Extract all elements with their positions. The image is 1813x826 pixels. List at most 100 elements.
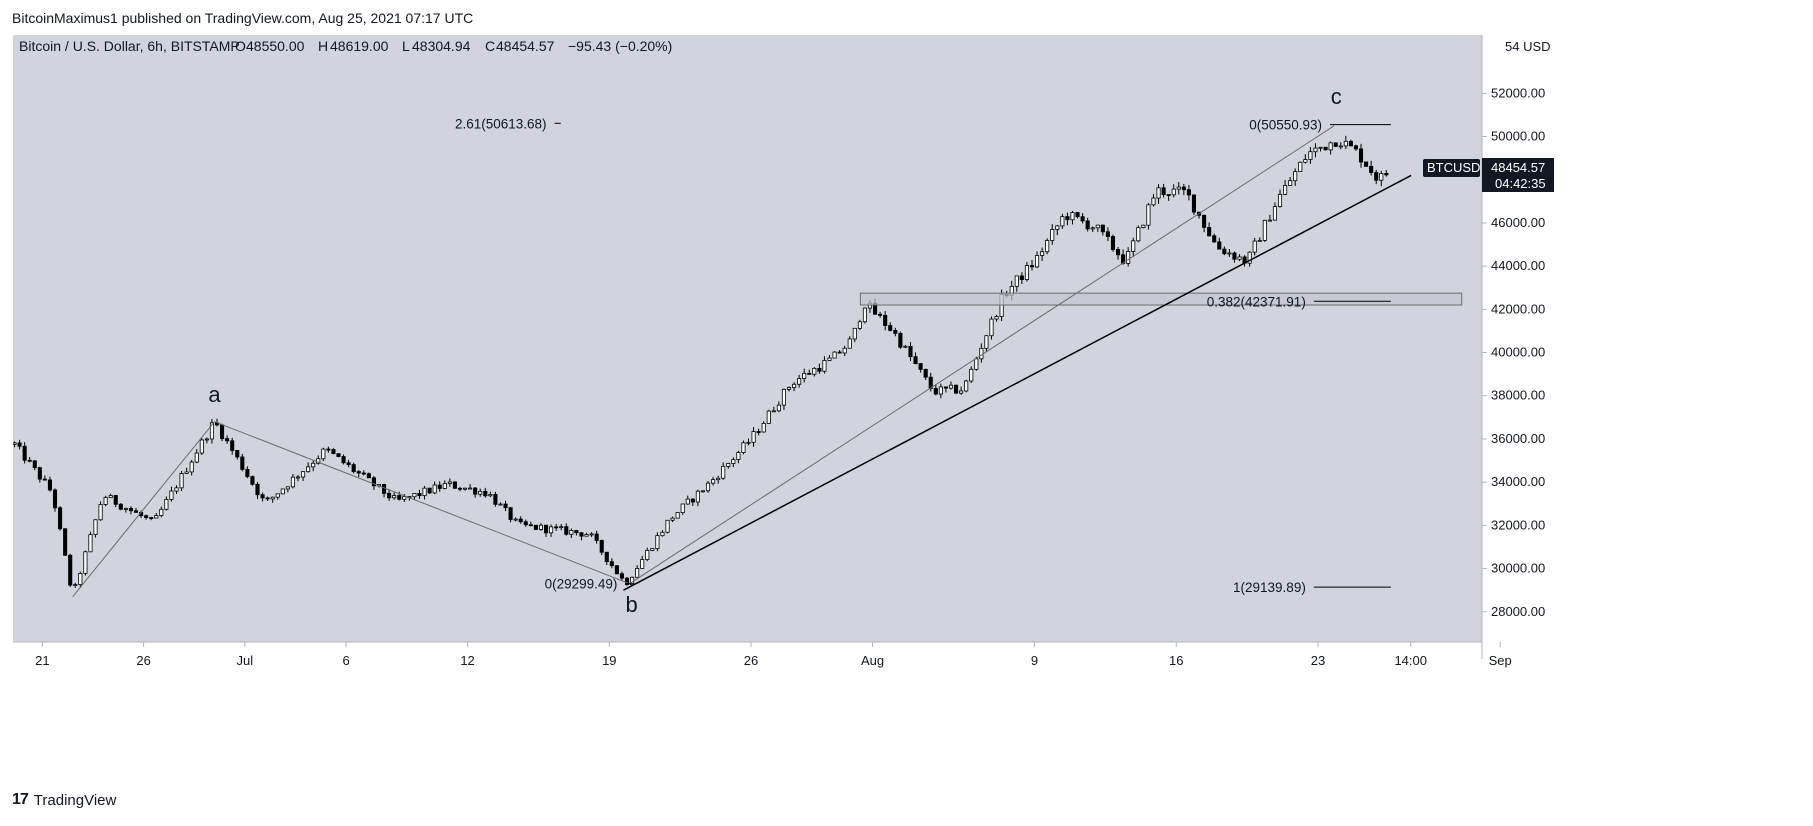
candle [78, 571, 83, 588]
candle [1277, 189, 1283, 208]
x-tick-label: 14:00 [1394, 653, 1427, 668]
candle-body [230, 440, 235, 451]
candle [695, 489, 700, 507]
candle [387, 489, 392, 501]
candle-body [1115, 249, 1121, 256]
candle-body [533, 524, 538, 530]
candle [144, 514, 149, 520]
candle-body [1308, 151, 1313, 160]
candle [989, 316, 994, 340]
candle [361, 470, 366, 476]
candle-body [346, 462, 351, 466]
candle-body [1323, 146, 1328, 151]
candle-body [807, 372, 812, 375]
candle [1045, 238, 1050, 255]
candle-body [604, 551, 609, 563]
price-tag-symbol-bg [1423, 159, 1480, 177]
fib-level-label: 1(29139.89) [1233, 580, 1391, 595]
candle-body [1146, 204, 1151, 226]
candle-body [1105, 231, 1110, 237]
candle [209, 419, 214, 444]
candle [716, 475, 721, 484]
candle-body [204, 438, 209, 441]
candle [913, 352, 918, 365]
legend-change: −95.43 (−0.20%) [568, 38, 672, 54]
candle-body [260, 494, 265, 499]
candle [549, 524, 554, 537]
candle-body [680, 503, 685, 514]
candle-body [933, 388, 938, 395]
candle [964, 379, 969, 393]
legend-close-label: C [485, 38, 495, 54]
candle [189, 460, 194, 476]
candle-body [574, 530, 579, 534]
candle-body [812, 368, 817, 375]
candle [1040, 247, 1045, 262]
x-tick-label: Sep [1489, 653, 1512, 668]
candle-body [771, 410, 776, 413]
candle-body [1348, 140, 1353, 147]
candle-body [1384, 173, 1389, 176]
wave-label-a: a [208, 382, 221, 407]
candle-body [1055, 225, 1060, 230]
candle-body [1379, 173, 1384, 181]
candle-body [255, 483, 260, 496]
candle [98, 501, 103, 521]
candle-body [1303, 159, 1308, 163]
candle [969, 366, 974, 384]
candle [478, 488, 483, 497]
candle-body [37, 467, 42, 480]
candle-body [164, 499, 169, 510]
candle [422, 485, 427, 500]
candle-body [609, 561, 614, 567]
candle-body [93, 519, 98, 535]
candle [341, 454, 346, 465]
candle [83, 550, 88, 576]
candle [1014, 275, 1019, 292]
y-tick-label: 42000.00 [1491, 301, 1545, 316]
candle [954, 384, 959, 395]
wave-a-line [72, 421, 630, 597]
chart-area[interactable]: 2.61(50613.68) 0(50550.93) 0.382(42371.91)… [13, 35, 1800, 780]
candle [113, 494, 118, 508]
candle [938, 383, 943, 399]
candle-body [118, 503, 123, 510]
price-tag-price: 48454.57 [1491, 160, 1545, 175]
legend-low: 48304.94 [412, 38, 471, 54]
candle-body [1151, 197, 1156, 206]
tradingview-footer[interactable]: 17 TradingView [12, 791, 116, 809]
price-chart[interactable]: 2.61(50613.68) 0(50550.93) 0.382(42371.91)… [13, 35, 1800, 780]
candle [179, 470, 184, 491]
candle [1166, 194, 1171, 201]
candle [1105, 227, 1110, 242]
candle-body [979, 347, 984, 360]
candle-body [1050, 229, 1055, 241]
candle [1055, 224, 1060, 236]
candle-body [1100, 224, 1105, 233]
candle-body [169, 490, 174, 500]
fib-level-label: 0.382(42371.91) [1207, 294, 1391, 309]
candle [452, 481, 457, 489]
candle [640, 555, 645, 569]
fib-level-text: 1(29139.89) [1233, 580, 1306, 595]
candle-body [569, 530, 574, 535]
x-axis[interactable]: 21 26 Jul 6 12 19 26 Aug 9 16 23 14:00 Sep [35, 642, 1512, 668]
candle [417, 489, 422, 499]
candle [766, 409, 771, 424]
candle-body [1019, 275, 1024, 280]
candle-body [705, 482, 711, 492]
candle-body [382, 484, 387, 494]
candle-body [1272, 206, 1278, 221]
candle-body [371, 477, 376, 487]
candle-body [847, 338, 852, 349]
candle-body [1040, 251, 1045, 256]
candle-body [295, 476, 301, 479]
candle-body [822, 360, 827, 372]
candle-body [331, 449, 336, 455]
candle-body [594, 533, 599, 541]
candle-body [1267, 219, 1272, 222]
candle [149, 516, 154, 521]
candle [1333, 142, 1338, 147]
candle [1237, 254, 1242, 262]
candle [786, 386, 792, 392]
